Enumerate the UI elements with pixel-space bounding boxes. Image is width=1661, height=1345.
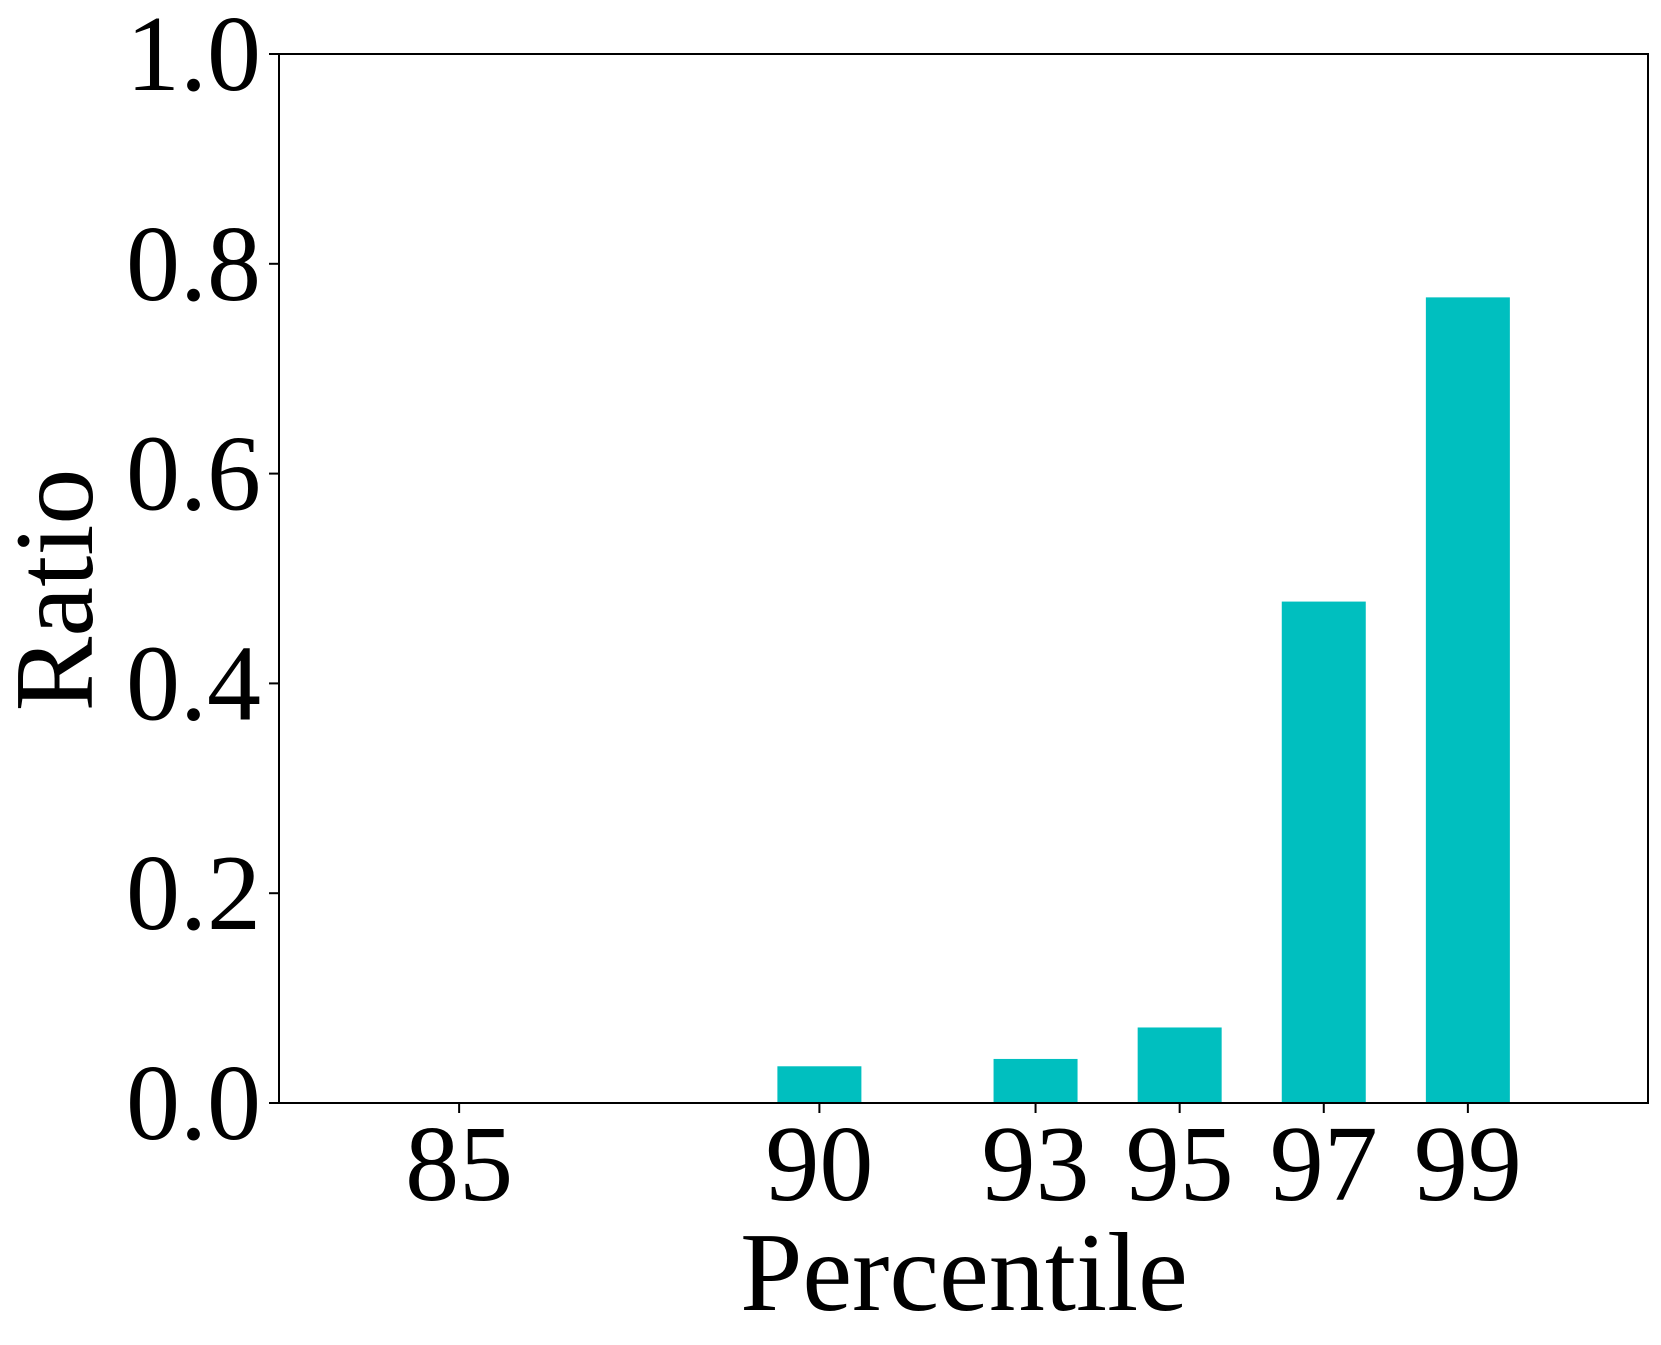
y-tick-label: 1.0	[126, 0, 261, 114]
y-axis-label: Ratio	[0, 469, 117, 712]
bar-95	[1137, 1027, 1222, 1103]
y-tick-label: 0.4	[126, 624, 261, 743]
y-axis: 0.0 0.2 0.4 0.6 0.8 1.0	[126, 0, 279, 1163]
bar-90	[777, 1066, 862, 1103]
y-tick-label: 0.2	[126, 834, 261, 953]
y-tick-label: 0.8	[126, 205, 261, 324]
x-tick-label: 97	[1270, 1105, 1378, 1224]
x-tick-label: 95	[1126, 1105, 1234, 1224]
bar-93	[993, 1058, 1078, 1103]
x-tick-label: 93	[982, 1105, 1090, 1224]
x-tick-label: 90	[765, 1105, 873, 1224]
y-tick-label: 0.0	[126, 1044, 261, 1163]
bars-group	[777, 297, 1510, 1103]
plot-frame	[278, 53, 1649, 1104]
y-tick-label: 0.6	[126, 415, 261, 534]
bar-99	[1425, 297, 1510, 1103]
x-axis: 85 90 93 95 97 99	[405, 1103, 1522, 1224]
x-axis-label: Percentile	[740, 1211, 1188, 1335]
x-tick-label: 85	[405, 1105, 513, 1224]
bar-97	[1281, 601, 1366, 1103]
x-tick-label: 99	[1414, 1105, 1522, 1224]
